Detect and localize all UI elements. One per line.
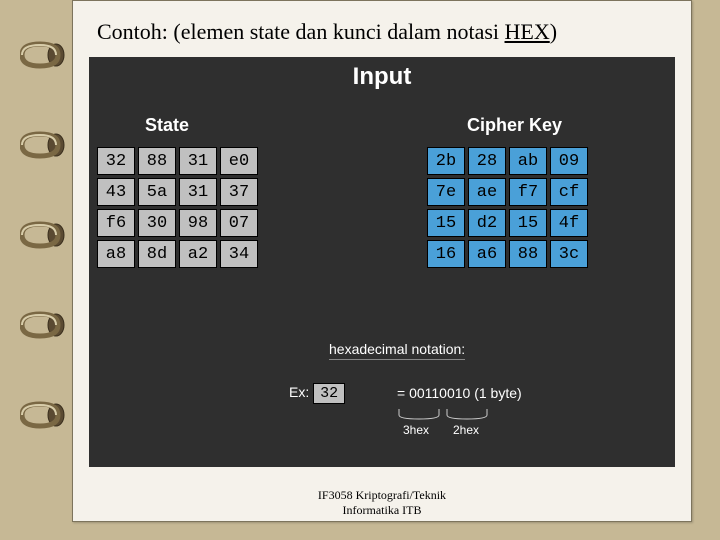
grid-cell: f7 bbox=[509, 178, 547, 206]
grid-cell: 30 bbox=[138, 209, 176, 237]
grid-cell: 09 bbox=[550, 147, 588, 175]
footer: IF3058 Kriptografi/Teknik Informatika IT… bbox=[73, 488, 691, 517]
slide-title: Contoh: (elemen state dan kunci dalam no… bbox=[73, 1, 691, 53]
state-label: State bbox=[145, 115, 189, 136]
binder-ring bbox=[20, 220, 66, 250]
grid-cell: 88 bbox=[509, 240, 547, 268]
grid-cell: 2b bbox=[427, 147, 465, 175]
grid-cell: cf bbox=[550, 178, 588, 206]
binder-ring bbox=[20, 40, 66, 70]
grid-cell: 5a bbox=[138, 178, 176, 206]
grid-cell: 31 bbox=[179, 178, 217, 206]
binder-ring bbox=[20, 400, 66, 430]
grid-cell: e0 bbox=[220, 147, 258, 175]
spiral-binding bbox=[20, 0, 68, 522]
grid-cell: 3c bbox=[550, 240, 588, 268]
ex-value-box: 32 bbox=[313, 383, 345, 404]
grid-cell: 37 bbox=[220, 178, 258, 206]
brace-left-label: 3hex bbox=[403, 423, 429, 437]
grid-cell: ab bbox=[509, 147, 547, 175]
title-hex: HEX bbox=[505, 19, 550, 44]
hex-notation-text: hexadecimal notation: bbox=[329, 341, 465, 357]
grid-cell: 7e bbox=[427, 178, 465, 206]
grid-cell: 43 bbox=[97, 178, 135, 206]
grid-cell: 15 bbox=[509, 209, 547, 237]
grid-cell: 88 bbox=[138, 147, 176, 175]
grid-cell: 07 bbox=[220, 209, 258, 237]
grid-cell: a2 bbox=[179, 240, 217, 268]
grid-cell: f6 bbox=[97, 209, 135, 237]
cipher-grid: 2b28ab097eaef7cf15d2154f16a6883c bbox=[427, 147, 588, 268]
grid-cell: 4f bbox=[550, 209, 588, 237]
grid-cell: 31 bbox=[179, 147, 217, 175]
input-heading: Input bbox=[89, 63, 675, 91]
paper-sheet: Contoh: (elemen state dan kunci dalam no… bbox=[72, 0, 692, 522]
grid-cell: 34 bbox=[220, 240, 258, 268]
grid-cell: 15 bbox=[427, 209, 465, 237]
footer-line2: Informatika ITB bbox=[73, 503, 691, 517]
grid-cell: 98 bbox=[179, 209, 217, 237]
title-text: Contoh: (elemen state dan kunci dalam no… bbox=[97, 19, 505, 44]
title-tail: ) bbox=[550, 19, 557, 44]
ex-binary: = 00110010 (1 byte) bbox=[397, 385, 522, 401]
cipher-key-label: Cipher Key bbox=[467, 115, 562, 136]
grid-cell: 8d bbox=[138, 240, 176, 268]
binder-ring bbox=[20, 310, 66, 340]
binder-ring bbox=[20, 130, 66, 160]
brace-right-label: 2hex bbox=[453, 423, 479, 437]
grid-cell: 16 bbox=[427, 240, 465, 268]
ex-label: Ex: bbox=[289, 384, 309, 400]
grid-cell: 32 bbox=[97, 147, 135, 175]
footer-line1: IF3058 Kriptografi/Teknik bbox=[73, 488, 691, 502]
dark-panel: Input State Cipher Key 328831e0435a3137f… bbox=[89, 57, 675, 467]
grid-cell: a6 bbox=[468, 240, 506, 268]
grid-cell: 28 bbox=[468, 147, 506, 175]
grid-cell: a8 bbox=[97, 240, 135, 268]
grid-cell: ae bbox=[468, 178, 506, 206]
hex-notation-label: hexadecimal notation: bbox=[329, 341, 465, 360]
example-row: Ex: 32 bbox=[289, 383, 345, 404]
grid-cell: d2 bbox=[468, 209, 506, 237]
state-grid: 328831e0 435a3137 f6309807 a88da234 bbox=[97, 147, 258, 268]
